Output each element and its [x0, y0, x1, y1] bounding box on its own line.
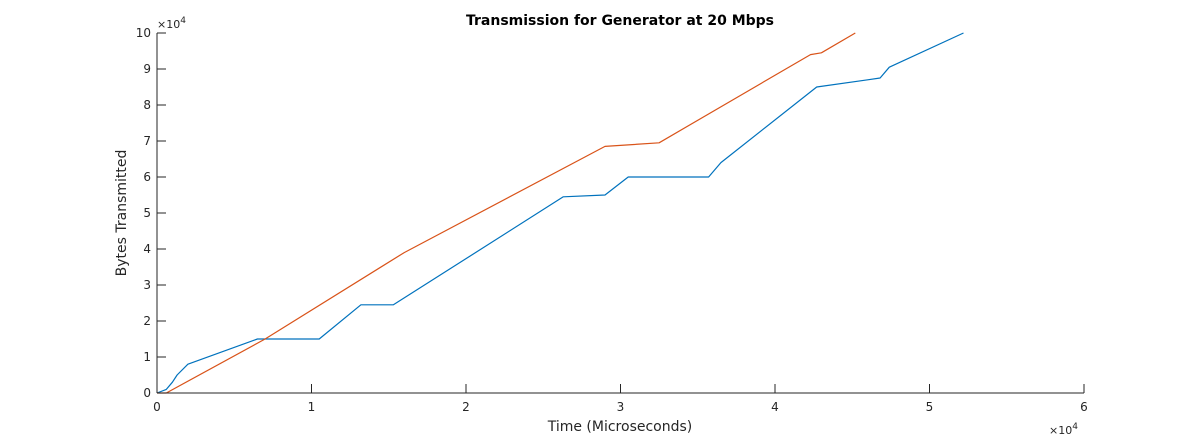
- y-tick-label: 4: [143, 242, 151, 256]
- x-tick-label: 1: [308, 400, 316, 414]
- x-axis-multiplier: ×104: [1049, 422, 1078, 437]
- series-layer: [156, 32, 964, 394]
- y-tick-label: 1: [143, 350, 151, 364]
- y-tick-label: 6: [143, 170, 151, 184]
- y-tick-label: 9: [143, 62, 151, 76]
- y-axis-multiplier: ×104: [157, 16, 186, 31]
- x-axis-label: Time (Microseconds): [547, 419, 693, 435]
- x-tick-label: 4: [771, 400, 779, 414]
- y-multiplier-base: ×10: [157, 18, 180, 31]
- series-line-2: [157, 32, 856, 394]
- y-tick-label: 5: [143, 206, 151, 220]
- y-ticks: 0 1 2 3 4 5 6 7 8 9 10: [136, 26, 166, 400]
- y-tick-label: 7: [143, 134, 151, 148]
- x-tick-label: 0: [153, 400, 161, 414]
- x-multiplier-base: ×10: [1049, 424, 1072, 437]
- x-multiplier-exponent: 4: [1072, 422, 1078, 432]
- y-tick-label: 0: [143, 386, 151, 400]
- y-tick-label: 3: [143, 278, 151, 292]
- y-multiplier-exponent: 4: [180, 16, 186, 26]
- y-tick-label: 8: [143, 98, 151, 112]
- y-axis-label: Bytes Transmitted: [114, 150, 130, 277]
- x-tick-label: 5: [926, 400, 934, 414]
- x-tick-label: 3: [617, 400, 625, 414]
- y-tick-label: 2: [143, 314, 151, 328]
- chart-title: Transmission for Generator at 20 Mbps: [466, 13, 774, 29]
- x-tick-label: 6: [1080, 400, 1088, 414]
- plot-background: [157, 33, 1084, 393]
- series-line-1: [156, 32, 964, 394]
- x-tick-label: 2: [462, 400, 470, 414]
- y-tick-label: 10: [136, 26, 151, 40]
- x-ticks: 0 1 2 3 4 5 6: [153, 384, 1088, 414]
